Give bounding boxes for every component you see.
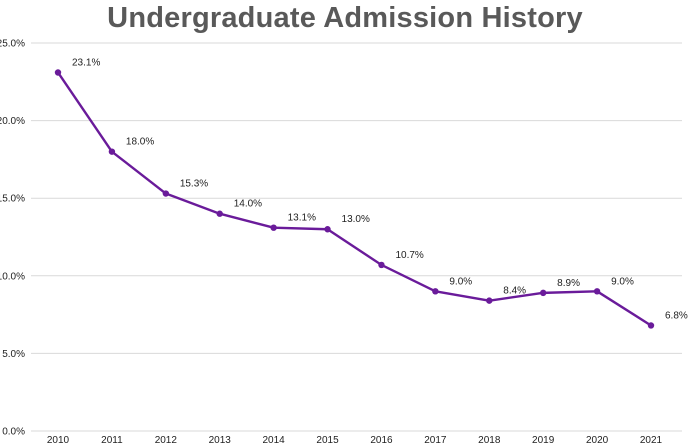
y-tick-label: 15.0% [0, 194, 25, 205]
data-label: 18.0% [126, 137, 154, 148]
y-tick-label: 5.0% [2, 349, 25, 360]
x-tick-label: 2014 [263, 435, 286, 444]
data-point [593, 288, 601, 295]
data-point [324, 226, 331, 233]
x-tick-label: 2010 [47, 435, 70, 444]
data-point [270, 224, 277, 231]
data-label: 8.4% [503, 286, 526, 297]
data-label: 9.0% [449, 276, 472, 287]
x-axis: 2010 2011 2012 2013 2014 2015 2016 2017 2018 2019… [47, 435, 663, 444]
data-label: 13.0% [342, 214, 370, 225]
data-label: 9.0% [611, 276, 634, 287]
data-point [378, 261, 385, 269]
y-tick-label: 25.0% [0, 39, 25, 50]
x-tick-label: 2021 [640, 435, 663, 444]
y-tick-label: 20.0% [0, 116, 25, 127]
y-tick-label: 10.0% [0, 271, 25, 282]
x-tick-label: 2016 [370, 435, 393, 444]
x-tick-label: 2013 [209, 435, 232, 444]
data-point [108, 148, 116, 155]
y-tick-label: 0.0% [2, 427, 25, 438]
data-label: 13.1% [288, 213, 316, 224]
x-tick-label: 2018 [478, 435, 501, 444]
x-tick-label: 2017 [424, 435, 447, 444]
x-tick-label: 2015 [316, 435, 339, 444]
x-tick-label: 2012 [155, 435, 178, 444]
y-axis: 0.0% 5.0% 10.0% 15.0% 20.0% 25.0% [0, 39, 25, 438]
x-tick-label: 2011 [101, 435, 123, 444]
series-group [54, 69, 655, 329]
data-label: 10.7% [395, 250, 423, 261]
series-line [56, 71, 653, 327]
gridlines [31, 42, 682, 432]
data-labels: 23.1% 18.0% 15.3% 14.0% 13.1% 13.0% 10.7% 9.0% 8… [72, 57, 688, 321]
chart-title: Undergraduate Admission History [107, 2, 583, 34]
data-point [647, 322, 655, 329]
data-point [539, 289, 547, 297]
data-label: 15.3% [180, 179, 208, 190]
data-point [216, 210, 223, 217]
data-label: 14.0% [234, 199, 262, 210]
data-point [54, 69, 62, 76]
data-label: 8.9% [557, 278, 580, 289]
data-label: 23.1% [72, 57, 100, 68]
data-label: 6.8% [665, 310, 688, 321]
data-point [432, 288, 439, 295]
data-point [162, 190, 170, 197]
x-tick-label: 2019 [532, 435, 555, 444]
data-point [486, 297, 493, 304]
x-tick-label: 2020 [586, 435, 609, 444]
